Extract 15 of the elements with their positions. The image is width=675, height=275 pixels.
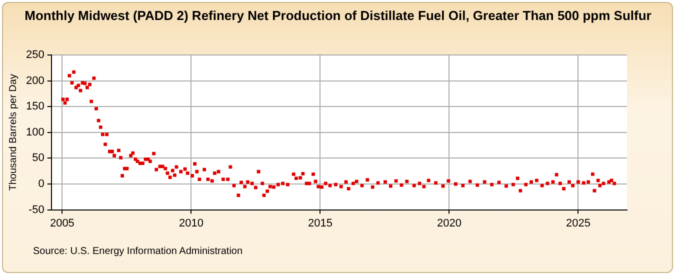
y-tick-label: 50 xyxy=(32,152,44,164)
y-tick-label: 200 xyxy=(26,74,44,87)
source-note: Source: U.S. Energy Information Administration xyxy=(33,246,243,257)
y-tick-label: -50 xyxy=(28,204,44,216)
chart-title: Monthly Midwest (PADD 2) Refinery Net Production of Distillate Fuel Oil, Greater Than 500 ppm Sulfur xyxy=(24,8,652,24)
y-tick-label: 250 xyxy=(26,49,44,62)
x-tick-label: 2025 xyxy=(566,217,590,230)
y-tick-label: 150 xyxy=(26,100,44,113)
y-tick-label: 0 xyxy=(38,178,44,190)
x-tick-label: 2010 xyxy=(178,217,204,230)
x-tick-label: 2015 xyxy=(308,217,332,230)
x-tick-label: 2020 xyxy=(436,217,462,230)
y-tick-label: 100 xyxy=(26,126,44,138)
x-tick-label: 2005 xyxy=(50,217,74,230)
y-axis-title: Thousand Barrels per Day xyxy=(8,74,19,191)
